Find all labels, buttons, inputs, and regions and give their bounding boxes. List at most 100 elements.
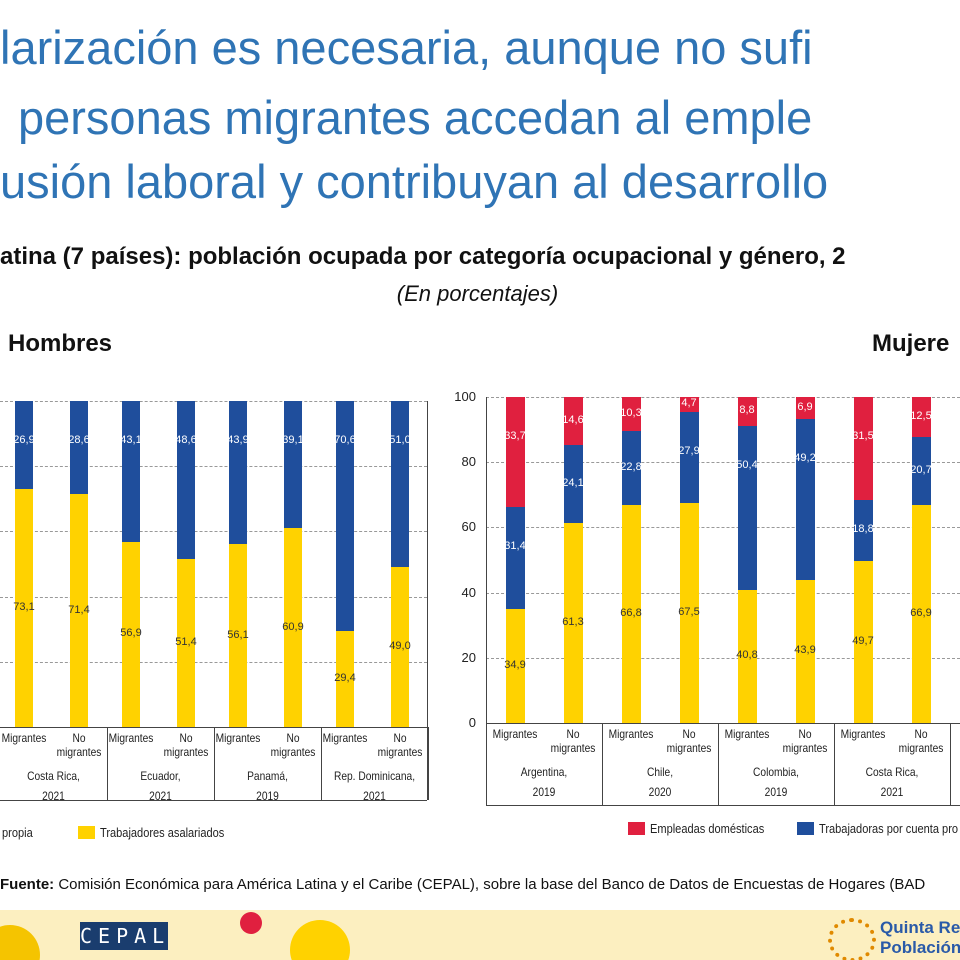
value-label: 73,1: [13, 600, 35, 613]
group-label: 2019: [764, 785, 788, 799]
value-label: 56,1: [227, 628, 249, 641]
value-label: 51,0: [389, 434, 411, 446]
group-separator: [718, 723, 719, 805]
value-label: 20,7: [910, 464, 932, 477]
value-label: 24,1: [562, 476, 584, 489]
title-line: personas migrantes accedan al emple: [18, 91, 813, 144]
x-tick-label: Migrantes: [215, 731, 261, 745]
value-label: 70,6: [334, 434, 356, 446]
logo-text: Población: [880, 938, 960, 957]
group-label: Costa Rica,: [27, 769, 80, 783]
y-tick-label: 80: [461, 454, 476, 470]
units: (En porcentajes): [396, 281, 559, 306]
bar-segment: [621, 505, 641, 723]
value-label: 18,8: [852, 523, 874, 536]
value-label: 31,4: [504, 539, 526, 552]
x-tick-label: Migrantes: [492, 727, 538, 741]
bar-segment: [15, 401, 33, 489]
y-tick-label: 40: [461, 584, 476, 600]
value-label: 56,9: [120, 627, 142, 640]
y-tick-label: 60: [461, 519, 476, 535]
bar-segment: [679, 411, 699, 503]
title-line: usión laboral y contribuyan al desarroll…: [0, 155, 829, 208]
value-label: 4,7: [681, 397, 697, 410]
axis-line: [486, 397, 487, 805]
source: Fuente: Comisión Económica para América …: [0, 876, 925, 893]
group-separator: [107, 727, 108, 800]
bar-segment: [229, 401, 247, 545]
grid-line: [486, 723, 960, 724]
bar-segment: [911, 437, 931, 505]
value-label: 31,5: [852, 430, 874, 442]
y-tick-label: 20: [461, 649, 476, 665]
bar-segment: [853, 397, 873, 500]
value-label: 12,5: [910, 410, 932, 423]
value-label: 27,9: [678, 444, 700, 457]
legend-label: Empleadas domésticas: [650, 821, 765, 836]
x-tick-label: No migrantes: [56, 731, 102, 759]
group-separator: [602, 723, 603, 805]
grid-line: [486, 397, 960, 398]
value-label: 50,4: [736, 458, 758, 471]
group-label: Ecuador,: [140, 769, 181, 783]
logo-icon: [828, 918, 876, 960]
x-tick-label: Migrantes: [608, 727, 654, 741]
x-tick-label: No migrantes: [270, 731, 316, 759]
bar-segment: [795, 419, 815, 580]
y-tick-label: 0: [468, 715, 476, 730]
grid-line: [0, 531, 427, 533]
value-label: 48,6: [175, 434, 197, 446]
value-label: 6,9: [797, 401, 813, 414]
chart-title: Mujere: [872, 330, 950, 357]
value-label: 71,4: [68, 603, 90, 616]
value-label: 49,7: [852, 634, 874, 647]
value-label: 49,0: [389, 640, 411, 653]
bar-segment: [505, 506, 525, 610]
legend-swatch: [78, 826, 95, 839]
legend-swatch: [628, 822, 645, 835]
grid-line: [486, 527, 960, 529]
grid-line: [0, 596, 427, 598]
value-label: 60,9: [282, 620, 304, 633]
group-label: 2021: [363, 789, 386, 803]
bar-segment: [737, 589, 757, 723]
x-tick-label: No migrantes: [163, 731, 209, 759]
bar-segment: [737, 397, 757, 426]
bar-segment: [336, 631, 354, 727]
value-label: 26,9: [13, 434, 35, 446]
grid-line: [486, 592, 960, 594]
value-label: 28,6: [68, 434, 90, 446]
group-label: 2020: [648, 785, 672, 799]
bar-segment: [853, 499, 873, 561]
bar-segment: [391, 401, 409, 568]
source-label: Fuente:: [0, 876, 55, 893]
grid-line: [486, 657, 960, 659]
axis-line: [0, 800, 427, 801]
decor: [240, 912, 262, 934]
group-label: Argentina,: [520, 765, 568, 779]
y-tick-label: 100: [454, 389, 476, 404]
legend-label: propia: [2, 825, 33, 840]
x-tick-label: No migrantes: [782, 727, 828, 755]
x-tick-label: No migrantes: [550, 727, 596, 755]
bar-segment: [15, 488, 33, 727]
bar-segment: [563, 523, 583, 723]
bar-segment: [284, 528, 302, 727]
x-tick-label: No migrantes: [666, 727, 712, 755]
bar-segment: [391, 567, 409, 727]
value-label: 66,8: [620, 607, 642, 620]
bar-segment: [122, 541, 140, 727]
group-label: 2021: [42, 789, 65, 803]
bar-segment: [679, 396, 699, 412]
value-label: 43,9: [794, 644, 816, 657]
bar-segment: [177, 401, 195, 560]
group-label: Colombia,: [753, 765, 799, 779]
value-label: 51,4: [175, 636, 197, 649]
value-label: 43,1: [120, 434, 142, 446]
grid-line: [0, 466, 427, 468]
bar-segment: [563, 444, 583, 524]
bar-segment: [336, 401, 354, 632]
bar-segment: [229, 544, 247, 727]
group-label: 2019: [256, 789, 279, 803]
